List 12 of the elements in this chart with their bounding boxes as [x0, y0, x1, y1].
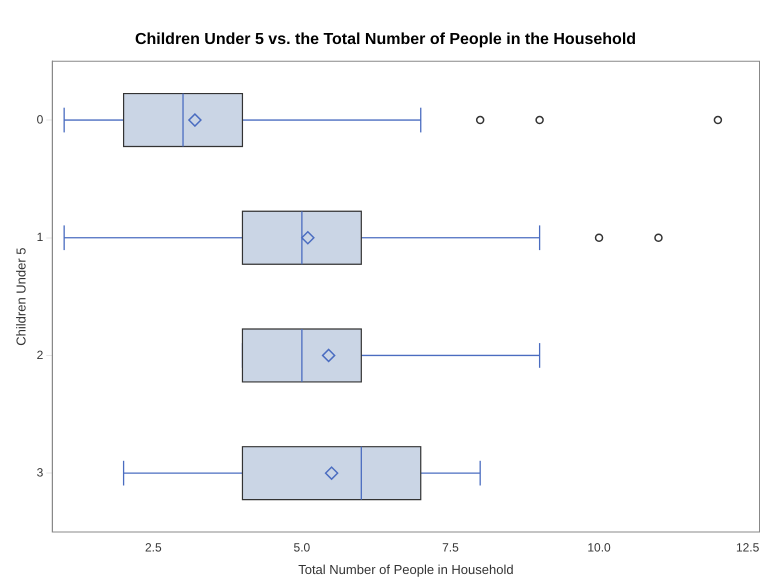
chart-title: Children Under 5 vs. the Total Number of People in the Household [134, 31, 636, 48]
x-axis-title: Total Number of People in Household [298, 562, 514, 577]
y-tick-label: 1 [36, 230, 44, 244]
y-tick-label: 2 [36, 348, 44, 362]
y-axis-title: Children Under 5 [13, 247, 28, 346]
x-tick-label: 7.5 [442, 540, 460, 555]
x-tick-label: 12.5 [736, 540, 760, 555]
x-tick-label: 5.0 [294, 540, 311, 555]
y-tick-label: 0 [36, 112, 44, 126]
x-tick-label: 10.0 [587, 540, 612, 555]
x-tick-label: 2.5 [144, 540, 162, 555]
y-tick-label: 3 [36, 465, 44, 480]
